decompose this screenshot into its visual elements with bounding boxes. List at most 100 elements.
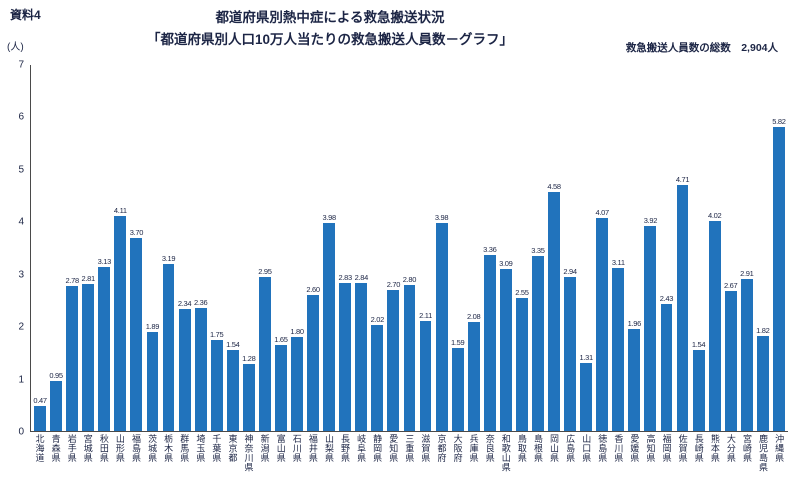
x-label-slot: 福岡県 (658, 434, 674, 472)
x-axis-label: 大分県 (725, 434, 736, 463)
bar-slot: 1.89 (144, 65, 160, 431)
bar-value-label: 2.55 (515, 287, 529, 297)
bar-value-label: 2.34 (177, 298, 192, 308)
x-label-slot: 山口県 (578, 434, 594, 472)
bar-value-label: 3.98 (322, 212, 336, 222)
x-label-slot: 宮崎県 (738, 434, 754, 472)
x-axis-label: 島根県 (532, 434, 543, 463)
x-label-slot: 愛知県 (385, 434, 401, 472)
x-label-slot: 広島県 (562, 434, 578, 472)
bar-slot: 1.96 (626, 65, 642, 431)
bar-slot: 1.54 (225, 65, 241, 431)
bar-value-label: 4.11 (113, 206, 127, 216)
y-tick-label: 5 (18, 164, 24, 176)
bar-value-label: 0.95 (49, 371, 63, 381)
x-label-slot: 神奈川県 (240, 434, 256, 472)
bar (114, 216, 127, 431)
x-axis-label: 兵庫県 (468, 434, 479, 463)
bar-slot: 2.70 (385, 65, 401, 431)
bar-value-label: 3.35 (531, 245, 545, 255)
bar-value-label: 4.02 (707, 210, 722, 220)
bar (291, 336, 303, 431)
x-label-slot: 栃木県 (160, 434, 176, 472)
x-axis-label: 山梨県 (323, 434, 334, 463)
bar-slot: 1.28 (241, 65, 257, 431)
bar-value-label: 1.28 (242, 354, 256, 364)
x-label-slot: 千葉県 (208, 434, 224, 472)
total-count-label: 救急搬送人員数の総数 2,904人 (625, 42, 778, 54)
x-axis-label: 千葉県 (211, 434, 222, 463)
bar-slot: 3.70 (128, 65, 144, 431)
y-tick-label: 7 (18, 59, 24, 71)
bar (692, 350, 705, 431)
x-label-slot: 鹿児島県 (755, 434, 771, 472)
bar (724, 291, 737, 431)
x-label-slot: 山形県 (111, 434, 127, 472)
bar-slot: 1.80 (289, 65, 305, 431)
bar-slot: 3.11 (610, 65, 626, 431)
x-axis-label: 三重県 (404, 434, 415, 463)
bar-slot: 2.94 (562, 65, 578, 431)
x-axis-label: 岐阜県 (356, 434, 367, 463)
x-axis-label: 新潟県 (259, 434, 270, 463)
x-label-slot: 三重県 (401, 434, 417, 472)
bar (756, 335, 769, 431)
bar-value-label: 4.58 (547, 181, 561, 191)
bar (242, 364, 255, 431)
bar-value-label: 1.82 (756, 325, 770, 335)
x-label-slot: 鳥取県 (513, 434, 529, 472)
x-label-slot: 茨城県 (144, 434, 160, 472)
bar-value-label: 3.70 (129, 227, 144, 237)
bar-value-label: 2.81 (81, 274, 96, 284)
bar-value-label: 1.80 (290, 326, 304, 336)
x-label-slot: 山梨県 (320, 434, 336, 472)
bar-value-label: 3.19 (161, 254, 176, 264)
bar (210, 339, 223, 431)
bar-slot: 2.11 (418, 65, 434, 431)
bar-slot: 4.07 (594, 65, 610, 431)
bar (194, 307, 207, 431)
bar-value-label: 3.13 (97, 257, 112, 267)
bar (740, 278, 753, 431)
bar-value-label: 2.36 (193, 297, 208, 307)
x-label-slot: 東京都 (224, 434, 240, 472)
x-label-slot: 宮城県 (79, 434, 95, 472)
bar (50, 381, 63, 431)
bar (34, 406, 46, 431)
bar-slot: 3.36 (482, 65, 498, 431)
bar-slot: 3.98 (434, 65, 450, 431)
x-axis-label: 沖縄県 (774, 434, 785, 463)
bar (548, 191, 560, 431)
x-axis-label: 茨城県 (147, 434, 158, 463)
bar-slot: 2.78 (64, 65, 80, 431)
x-axis-label: 福岡県 (661, 434, 672, 463)
bar-slot: 4.11 (112, 65, 128, 431)
bar (258, 276, 271, 431)
x-label-slot: 兵庫県 (465, 434, 481, 472)
y-tick-label: 3 (18, 269, 24, 281)
bar-value-label: 2.43 (659, 293, 674, 303)
bar (628, 328, 641, 431)
x-label-slot: 長野県 (336, 434, 352, 472)
bar-value-label: 2.95 (258, 266, 272, 276)
chart-title-line1: 都道府県別熱中症による救急搬送状況 (215, 10, 445, 25)
bar-slot: 2.67 (723, 65, 739, 431)
bar-value-label: 1.31 (579, 352, 593, 362)
bar-value-label: 0.47 (33, 396, 47, 406)
bar-slot: 4.71 (675, 65, 691, 431)
x-axis-label: 高知県 (645, 434, 656, 463)
bar-slot: 1.75 (209, 65, 225, 431)
bar-value-label: 2.70 (386, 279, 401, 289)
bar (339, 283, 352, 431)
x-axis-label: 富山県 (275, 434, 286, 463)
y-axis-unit: (人) (7, 42, 24, 53)
x-label-slot: 長崎県 (690, 434, 706, 472)
bar (483, 255, 496, 431)
bar (532, 255, 544, 431)
chart-title: 都道府県別熱中症による救急搬送状況 「都道府県別人口10万人当たりの救急搬送人員… (70, 7, 590, 50)
x-axis-label: 宮崎県 (741, 434, 752, 463)
x-axis-label: 長崎県 (693, 434, 704, 463)
bar (467, 322, 480, 431)
x-axis-label: 徳島県 (597, 434, 608, 463)
x-label-slot: 石川県 (288, 434, 304, 472)
